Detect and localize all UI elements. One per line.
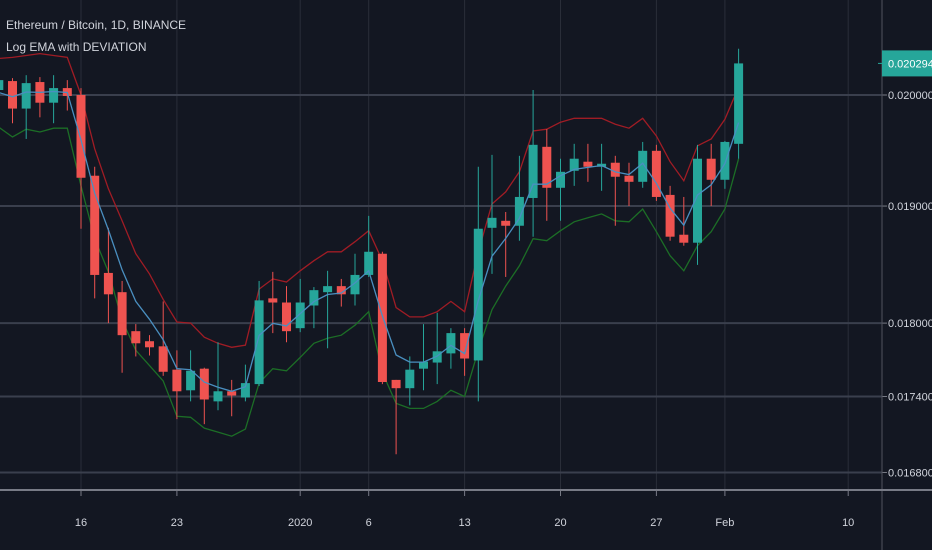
time-axis-label: 27 [650, 517, 662, 529]
candle-body[interactable] [336, 286, 346, 295]
candle-body[interactable] [309, 290, 319, 306]
price-axis-label: 0.020000 [888, 90, 932, 102]
candle-body[interactable] [487, 217, 497, 228]
time-axis-label: 16 [75, 517, 87, 529]
candle-body[interactable] [199, 368, 209, 400]
candle-body[interactable] [651, 150, 661, 197]
candle-body[interactable] [706, 158, 716, 180]
candle-body[interactable] [268, 298, 278, 303]
time-axis-label: 23 [171, 517, 183, 529]
candle-body[interactable] [665, 194, 675, 237]
price-axis-label: 0.017400 [888, 392, 932, 404]
candle-body[interactable] [254, 300, 264, 385]
candle-body[interactable] [638, 150, 648, 182]
upper-band-line [0, 52, 740, 348]
candle-body[interactable] [21, 83, 31, 109]
candle-body[interactable] [734, 63, 744, 144]
candle-body[interactable] [240, 383, 250, 398]
time-axis-label: 13 [458, 517, 470, 529]
price-axis-label: 0.018000 [888, 318, 932, 330]
candle-body[interactable] [49, 88, 59, 103]
candle-body[interactable] [528, 144, 538, 198]
candle-body[interactable] [473, 228, 483, 361]
last-price-label: 0.020294 [888, 58, 932, 70]
candle-body[interactable] [90, 175, 100, 275]
candle-body[interactable] [624, 175, 634, 182]
candle-body[interactable] [103, 272, 113, 295]
candle-body[interactable] [227, 391, 237, 396]
candle-body[interactable] [186, 370, 196, 391]
candle-body[interactable] [460, 333, 470, 359]
candle-body[interactable] [213, 391, 223, 402]
candle-body[interactable] [295, 302, 305, 329]
last-price-badge [882, 50, 932, 77]
candle-body[interactable] [610, 162, 620, 177]
candle-body[interactable] [514, 196, 524, 226]
candle-body[interactable] [158, 346, 168, 372]
price-axis-label: 0.016800 [888, 467, 932, 479]
candle-body[interactable] [720, 141, 730, 180]
candle-body[interactable] [446, 333, 456, 354]
price-axis-label: 0.019000 [888, 201, 932, 213]
candle-body[interactable] [679, 234, 689, 243]
candle-body[interactable] [350, 274, 360, 295]
candle-body[interactable] [364, 251, 374, 275]
candle-body[interactable] [542, 146, 552, 188]
ema-line [0, 90, 740, 392]
candle-body[interactable] [501, 220, 511, 226]
time-axis-label: 20 [554, 517, 566, 529]
candle-body[interactable] [117, 292, 127, 336]
candle-body[interactable] [583, 161, 593, 167]
time-axis-label: 2020 [288, 517, 312, 529]
candle-body[interactable] [391, 379, 401, 389]
candle-body[interactable] [0, 80, 4, 91]
candle-body[interactable] [569, 158, 579, 171]
candle-body[interactable] [76, 95, 86, 178]
candle-body[interactable] [432, 351, 442, 363]
candle-body[interactable] [131, 331, 141, 344]
candle-body[interactable] [8, 81, 17, 109]
candle-body[interactable] [282, 302, 291, 332]
time-axis-label: Feb [715, 517, 734, 529]
symbol-title[interactable]: Ethereum / Bitcoin, 1D, BINANCE [6, 18, 187, 32]
candle-body[interactable] [172, 369, 182, 392]
candle-body[interactable] [693, 158, 702, 243]
indicator-title[interactable]: Log EMA with DEVIATION [6, 40, 147, 54]
candle-body[interactable] [405, 369, 415, 389]
time-axis-label: 10 [842, 517, 854, 529]
candle-body[interactable] [323, 286, 333, 293]
candle-body[interactable] [145, 341, 154, 348]
time-axis-label: 6 [366, 517, 372, 529]
candle-body[interactable] [419, 361, 428, 369]
candle-body[interactable] [556, 171, 565, 188]
